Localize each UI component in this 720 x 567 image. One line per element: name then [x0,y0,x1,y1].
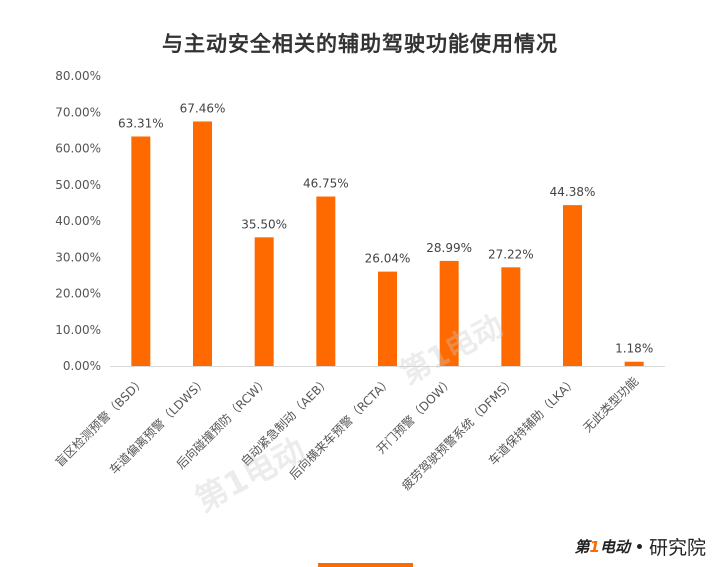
bar [193,121,212,367]
y-axis: 0.00% 10.00% 20.00% 30.00% 40.00% 50.00% 60.00… [55,69,101,373]
bar [254,237,274,366]
data-label: 1.18% [615,342,653,356]
logo-suffix: 电动 [599,537,630,556]
y-tick-label: 50.00% [55,178,101,192]
data-label: 67.46% [180,101,226,115]
brand-logo-mark: 第1电动 [575,536,630,557]
data-label: 35.50% [241,217,287,231]
y-tick-label: 10.00% [55,323,101,337]
brand-name: 研究院 [648,536,706,559]
y-tick-label: 20.00% [55,287,101,301]
logo-prefix: 第 [574,537,590,556]
bar [439,260,459,366]
logo-accent: 1 [589,537,600,556]
y-tick-label: 80.00% [55,69,101,83]
data-label: 63.31% [118,117,164,131]
y-tick-label: 0.00% [63,359,101,373]
y-tick-label: 40.00% [55,214,101,228]
data-labels: 63.31% 67.46% 35.50% 46.75% 26.04% 28.99% 27.2… [118,101,653,355]
chart-title: 与主动安全相关的辅助驾驶功能使用情况 [162,32,558,56]
data-label: 28.99% [426,241,472,255]
bar [378,271,397,366]
bars [131,121,644,367]
x-axis: 盲区检测预警（BSD）车道偏离预警（LDWS）后向碰撞预防（RCW）自动紧急制动… [52,366,665,494]
bottom-accent-bar [318,563,413,567]
bar [131,136,151,366]
separator-dot [636,543,642,549]
brand-logo: 第1电动 研究院 [575,533,706,559]
x-tick-label: 无此类型功能 [580,374,641,435]
bar [563,205,582,366]
x-tick-label: 疲劳驾驶预警系统（DFMS） [398,374,518,494]
y-tick-label: 70.00% [55,105,101,119]
data-label: 27.22% [488,247,534,261]
data-label: 46.75% [303,177,349,191]
bar [501,267,521,366]
y-tick-label: 60.00% [55,142,101,156]
data-label: 26.04% [365,252,411,266]
x-tick-label: 车道偏离预警（LDWS） [106,374,210,478]
x-tick-label: 后向横来车预警（RCTA） [286,374,395,483]
data-label: 44.38% [550,185,596,199]
bar [316,196,336,366]
y-tick-label: 30.00% [55,250,101,264]
bar [624,361,644,366]
